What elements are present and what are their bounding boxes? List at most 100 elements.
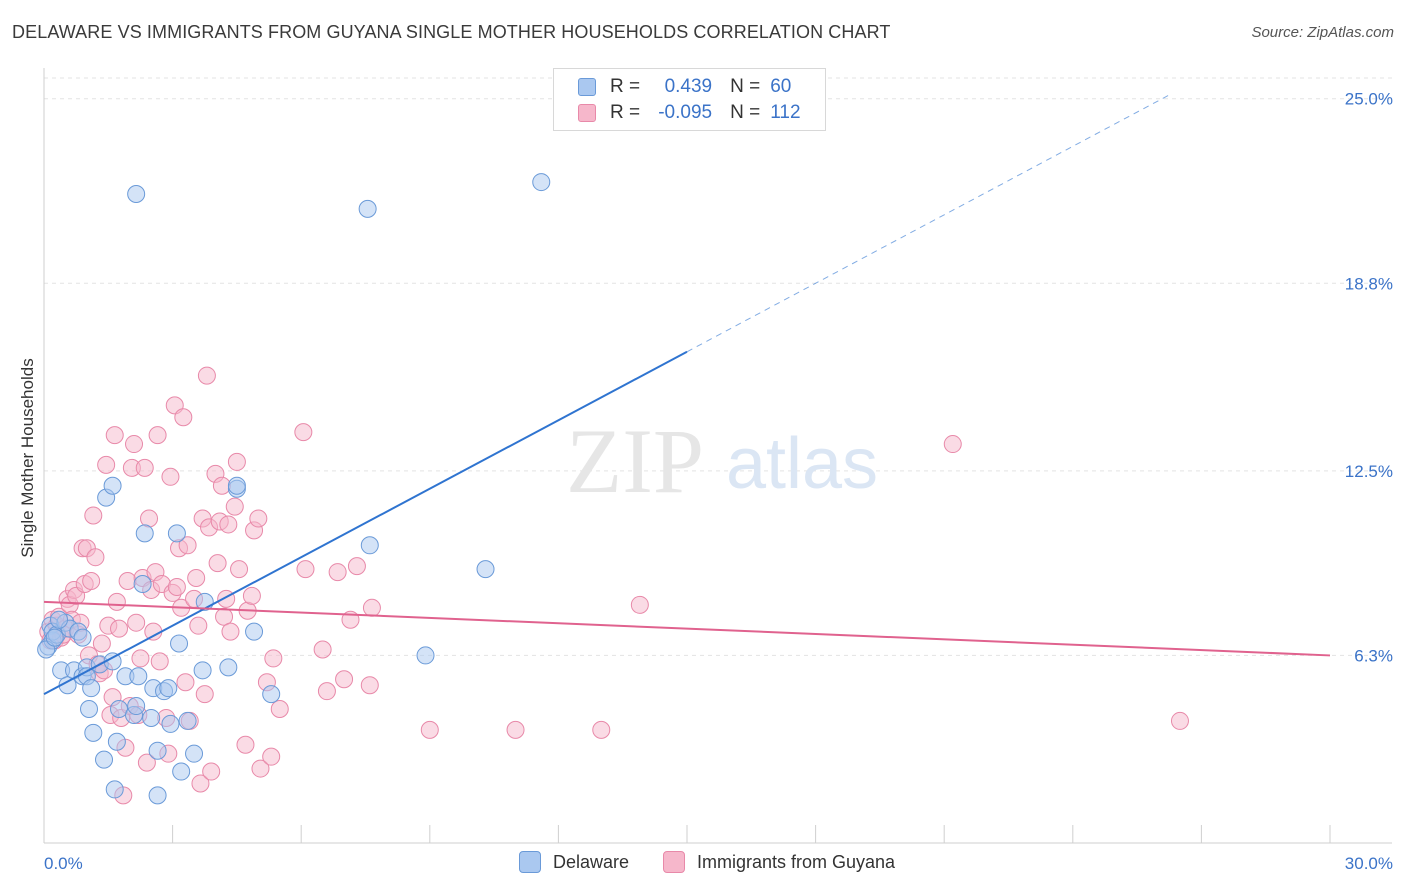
chart-title: DELAWARE VS IMMIGRANTS FROM GUYANA SINGL… [12, 22, 891, 42]
guyana-point [197, 366, 216, 385]
guyana-point [202, 762, 221, 781]
delaware-point [360, 536, 379, 555]
guyana-point [296, 560, 315, 579]
delaware-point [50, 610, 69, 629]
guyana-point [362, 598, 381, 617]
guyana-point [208, 554, 227, 573]
guyana-point [92, 634, 111, 653]
guyana-point [174, 408, 193, 427]
delaware-point [127, 184, 146, 203]
delaware-trend-line [43, 350, 688, 696]
guyana-point [125, 435, 144, 454]
delaware-trend-extension [686, 93, 1172, 353]
n-label: N = [730, 76, 761, 97]
guyana-point [225, 497, 244, 516]
guyana-point [630, 595, 649, 614]
n-label: N = [730, 102, 761, 123]
guyana-point [420, 720, 439, 739]
guyana-point [144, 622, 163, 641]
delaware-point [95, 750, 114, 769]
guyana-r-value: -0.095 [658, 102, 713, 123]
guyana-point [347, 557, 366, 576]
delaware-point [142, 708, 161, 727]
guyana-point [187, 569, 206, 588]
delaware-point [133, 574, 152, 593]
trend-lines [43, 93, 1331, 696]
guyana-point [118, 572, 137, 591]
delaware-point [159, 679, 178, 698]
delaware-point [416, 646, 435, 665]
delaware-point [105, 780, 124, 799]
guyana-point [176, 673, 195, 692]
delaware-point [245, 622, 264, 641]
guyana-point [178, 536, 197, 555]
guyana-point [110, 619, 129, 638]
legend-row-delaware: R = 0.439 N = 60 [578, 75, 791, 99]
delaware-point [82, 679, 101, 698]
delaware-point [129, 667, 148, 686]
delaware-point [170, 634, 189, 653]
legend-item-guyana[interactable]: Immigrants from Guyana [663, 851, 895, 873]
watermark-zip: ZIP [566, 410, 704, 512]
guyana-point [360, 676, 379, 695]
guyana-point [189, 616, 208, 635]
guyana-point [161, 467, 180, 486]
delaware-point [84, 723, 103, 742]
guyana-point [140, 509, 159, 528]
guyana-point [219, 515, 238, 534]
delaware-n-value: 60 [770, 76, 792, 97]
watermark: ZIP atlas [566, 410, 878, 512]
guyana-point [294, 423, 313, 442]
guyana-point [1170, 711, 1189, 730]
guyana-point [221, 622, 240, 641]
guyana-trend-line [43, 600, 1331, 657]
series-legend: Delaware Immigrants from Guyana [0, 851, 1406, 879]
delaware-point [532, 173, 551, 192]
guyana-swatch [663, 851, 685, 873]
y-tick-label: 25.0% [1345, 90, 1393, 109]
delaware-point [193, 661, 212, 680]
guyana-point [131, 649, 150, 668]
y-tick-label: 12.5% [1345, 462, 1393, 481]
delaware-point [178, 711, 197, 730]
r-label: R = [610, 102, 641, 123]
delaware-point [161, 714, 180, 733]
guyana-point [137, 753, 156, 772]
delaware-point [80, 700, 99, 719]
delaware-point [219, 658, 238, 677]
delaware-point [127, 697, 146, 716]
guyana-point [86, 548, 105, 567]
guyana-point [212, 476, 231, 495]
delaware-point [135, 524, 154, 543]
guyana-point [135, 458, 154, 477]
guyana-point [195, 685, 214, 704]
delaware-point [262, 685, 281, 704]
guyana-point [262, 747, 281, 766]
guyana-point [317, 682, 336, 701]
guyana-n-value: 112 [770, 102, 801, 123]
delaware-point [148, 741, 167, 760]
y-tick-label: 18.8% [1345, 274, 1393, 293]
guyana-point [148, 426, 167, 445]
correlation-legend: R = 0.439 N = 60 R = -0.095 N = 112 [553, 68, 826, 131]
delaware-point [227, 476, 246, 495]
r-label: R = [610, 76, 641, 97]
delaware-swatch [578, 78, 596, 96]
delaware-point [148, 786, 167, 805]
guyana-point [270, 700, 289, 719]
guyana-point [335, 670, 354, 689]
guyana-point [264, 649, 283, 668]
guyana-point [251, 759, 270, 778]
guyana-point [242, 586, 261, 605]
delaware-point [110, 700, 129, 719]
y-tick-label: 6.3% [1354, 646, 1393, 665]
delaware-swatch [519, 851, 541, 873]
guyana-point [313, 640, 332, 659]
guyana-point [82, 572, 101, 591]
guyana-point [328, 563, 347, 582]
legend-item-delaware[interactable]: Delaware [519, 851, 629, 873]
delaware-r-value: 0.439 [664, 76, 713, 97]
source-credit: Source: ZipAtlas.com [1251, 24, 1394, 41]
guyana-point [105, 426, 124, 445]
